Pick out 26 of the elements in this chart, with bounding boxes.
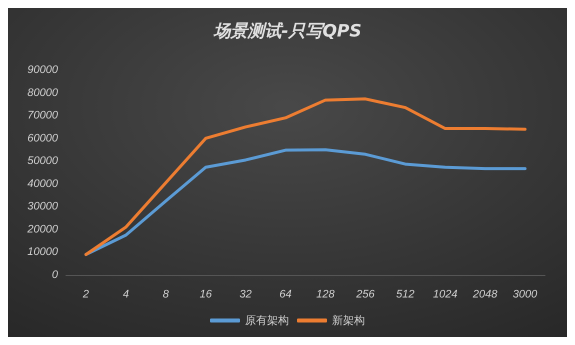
x-tick-label: 2048 (472, 288, 498, 300)
x-tick-label: 2 (82, 288, 90, 300)
y-tick-label: 70000 (27, 110, 59, 122)
y-tick-label: 80000 (27, 86, 59, 99)
y-tick-label: 20000 (26, 223, 59, 236)
y-tick-label: 0 (52, 269, 59, 281)
x-tick-label: 512 (396, 288, 414, 300)
legend-label: 新架构 (332, 314, 365, 327)
x-tick-label: 3000 (512, 288, 538, 300)
y-tick-label: 90000 (27, 64, 59, 76)
y-tick-label: 10000 (27, 246, 59, 258)
legend-label: 原有架构 (245, 314, 289, 327)
y-tick-label: 50000 (27, 155, 59, 168)
x-tick-label: 16 (200, 288, 213, 300)
x-tick-label: 256 (355, 288, 376, 300)
x-tick-label: 64 (279, 288, 292, 300)
y-tick-label: 60000 (27, 132, 59, 144)
x-tick-label: 32 (240, 288, 252, 300)
x-tick-label: 1024 (432, 288, 458, 300)
line-series (84, 97, 527, 256)
y-tick-label: 30000 (27, 200, 59, 213)
x-tick-label: 4 (122, 288, 129, 300)
x-tick-label: 8 (162, 288, 170, 300)
x-tick-label: 128 (316, 288, 336, 300)
y-tick-label: 40000 (27, 178, 59, 190)
chart-title: 场景测试-只写QPS (212, 22, 362, 42)
